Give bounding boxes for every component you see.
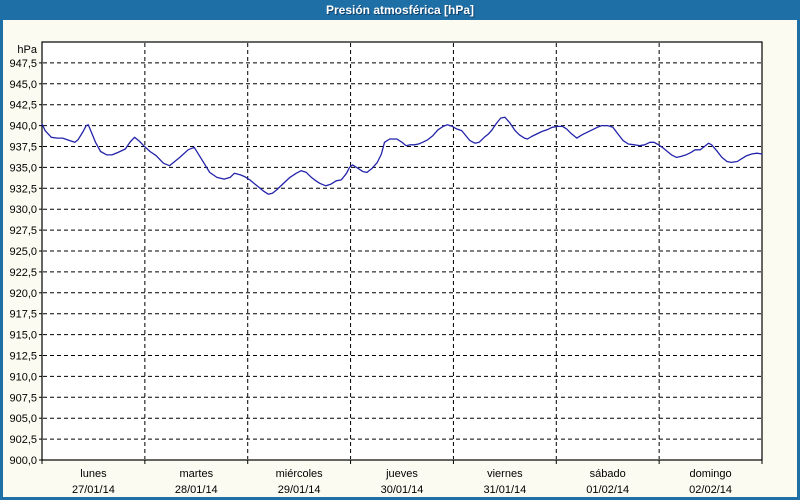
pressure-line	[41, 116, 763, 195]
day-name-label: martes	[179, 468, 213, 480]
svg-text:900,0: 900,0	[9, 455, 37, 467]
svg-text:932,5: 932,5	[9, 183, 37, 195]
vertical-gridlines	[144, 43, 660, 459]
y-unit-label: hPa	[17, 44, 37, 56]
day-date-label: 02/02/14	[689, 484, 732, 496]
svg-text:912,5: 912,5	[9, 351, 37, 363]
svg-text:927,5: 927,5	[9, 225, 37, 237]
svg-text:902,5: 902,5	[9, 434, 37, 446]
day-name-label: sábado	[590, 468, 626, 480]
pressure-chart: hPa 947,5 945,0 942,5 940,0 937,5 935,0 932,5 93…	[9, 41, 763, 496]
x-axis-labels: lunes 27/01/14 martes 28/01/14 miércoles 29/0…	[72, 468, 732, 496]
svg-text:942,5: 942,5	[9, 100, 37, 112]
x-axis-ticks	[41, 460, 763, 464]
y-axis-labels: hPa 947,5 945,0 942,5 940,0 937,5 935,0 932,5 93…	[9, 44, 42, 467]
svg-text:937,5: 937,5	[9, 142, 37, 154]
day-name-label: miércoles	[276, 468, 324, 480]
svg-text:915,0: 915,0	[9, 330, 37, 342]
day-name-label: jueves	[385, 468, 418, 480]
day-date-label: 30/01/14	[381, 484, 424, 496]
svg-text:905,0: 905,0	[9, 413, 37, 425]
svg-text:930,0: 930,0	[9, 204, 37, 216]
day-date-label: 01/02/14	[586, 484, 629, 496]
day-date-label: 27/01/14	[72, 484, 115, 496]
window-titlebar[interactable]: Presión atmosférica [hPa]	[3, 0, 797, 20]
day-date-label: 28/01/14	[175, 484, 218, 496]
svg-text:917,5: 917,5	[9, 309, 37, 321]
day-name-label: lunes	[80, 468, 107, 480]
svg-text:945,0: 945,0	[9, 79, 37, 91]
svg-text:925,0: 925,0	[9, 246, 37, 258]
day-date-label: 31/01/14	[483, 484, 526, 496]
svg-text:947,5: 947,5	[9, 58, 37, 70]
horizontal-gridlines	[43, 62, 761, 440]
day-name-label: domingo	[689, 468, 731, 480]
svg-text:935,0: 935,0	[9, 162, 37, 174]
svg-text:907,5: 907,5	[9, 392, 37, 404]
window-title: Presión atmosférica [hPa]	[325, 3, 475, 17]
chart-container: hPa 947,5 945,0 942,5 940,0 937,5 935,0 932,5 93…	[3, 20, 797, 497]
day-date-label: 29/01/14	[278, 484, 321, 496]
svg-text:920,0: 920,0	[9, 288, 37, 300]
day-name-label: viernes	[487, 468, 523, 480]
svg-text:940,0: 940,0	[9, 121, 37, 133]
svg-text:922,5: 922,5	[9, 267, 37, 279]
svg-text:910,0: 910,0	[9, 371, 37, 383]
